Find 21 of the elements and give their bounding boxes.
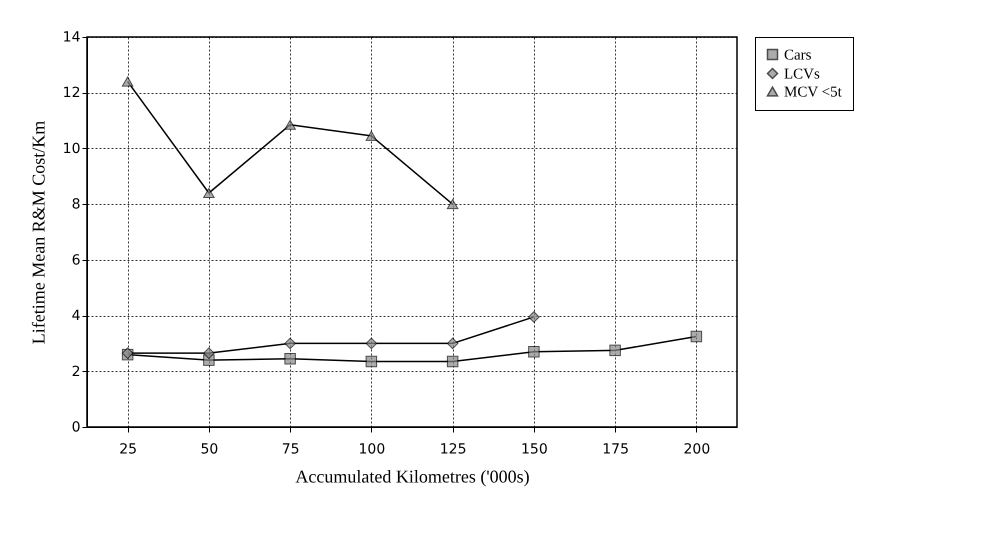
x-tick-label: 50	[200, 442, 218, 458]
x-tick-label: 200	[684, 442, 710, 458]
y-tick-label: 12	[62, 85, 80, 102]
y-axis-title: Lifetime Mean R&M Cost/Km	[28, 120, 49, 344]
legend-label: LCVs	[784, 66, 820, 82]
x-tick-label: 100	[358, 442, 386, 458]
x-tick-label: 25	[119, 442, 138, 458]
x-axis-title: Accumulated Kilometres ('000s)	[295, 466, 530, 486]
y-tick-label: 14	[62, 30, 81, 46]
x-tick-label: 125	[440, 442, 466, 458]
x-tick-label: 175	[602, 442, 629, 458]
y-tick-label: 2	[72, 364, 80, 380]
legend-label: Cars	[784, 48, 812, 64]
y-tick-label: 10	[62, 140, 80, 157]
x-tick-label: 150	[521, 442, 548, 458]
y-tick-label: 6	[72, 252, 81, 268]
legend-label: MCV <5t	[784, 84, 843, 100]
x-tick-label: 75	[282, 442, 300, 458]
y-tick-label: 0	[72, 420, 80, 436]
y-tick-label: 4	[72, 308, 81, 324]
y-tick-label: 8	[72, 196, 80, 213]
